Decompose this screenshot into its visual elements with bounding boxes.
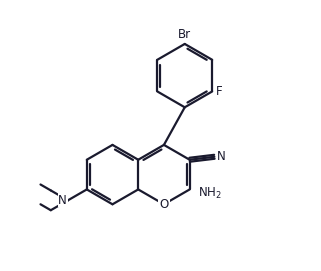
Text: NH$_2$: NH$_2$ — [197, 186, 221, 201]
Text: O: O — [159, 198, 169, 211]
Text: Br: Br — [178, 28, 191, 41]
Text: N: N — [217, 150, 226, 163]
Text: F: F — [216, 85, 223, 98]
Text: N: N — [58, 194, 67, 207]
